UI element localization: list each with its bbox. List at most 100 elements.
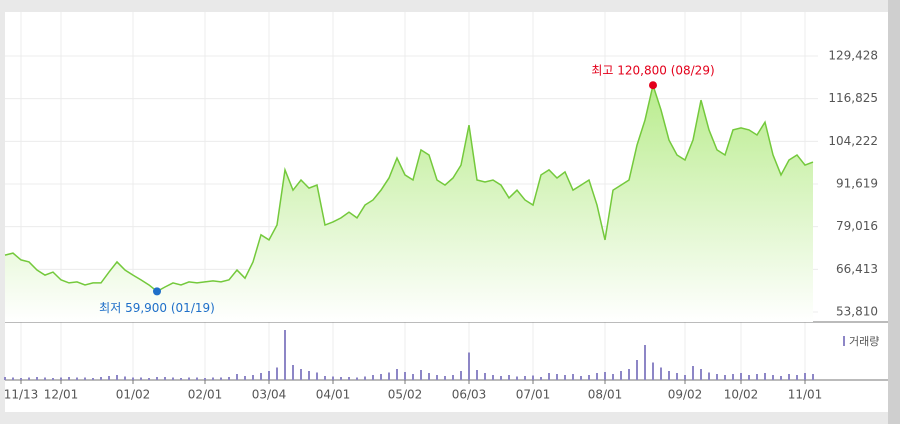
volume-bar [732, 374, 734, 380]
volume-bar [124, 376, 126, 380]
volume-bar [36, 377, 38, 380]
volume-bar [532, 375, 534, 380]
low-label: 최저 59,900 (01/19) [99, 301, 215, 315]
high-label: 최고 120,800 (08/29) [591, 64, 714, 78]
volume-bar [524, 376, 526, 380]
volume-bar [476, 370, 478, 380]
volume-bar [676, 373, 678, 380]
x-tick-label: 02/01 [188, 388, 223, 402]
y-tick-label: 79,016 [836, 219, 878, 233]
volume-bar [772, 375, 774, 380]
volume-bar [628, 369, 630, 380]
volume-bar [548, 373, 550, 380]
volume-bar [540, 377, 542, 380]
volume-bar [44, 377, 46, 380]
volume-bar [324, 376, 326, 380]
volume-bar [492, 375, 494, 380]
volume-bar [404, 372, 406, 380]
volume-bar [740, 373, 742, 380]
volume-bar [356, 377, 358, 380]
volume-bar [588, 375, 590, 380]
volume-bar [372, 375, 374, 380]
volume-bar [484, 373, 486, 380]
volume-bar [716, 374, 718, 380]
volume-bar [188, 377, 190, 380]
x-tick-label: 09/02 [668, 388, 703, 402]
x-tick-label: 11/13 [4, 388, 39, 402]
volume-bar [668, 371, 670, 380]
x-tick-label: 07/01 [516, 388, 551, 402]
volume-legend: 거래량 [849, 335, 879, 348]
volume-bar [348, 377, 350, 380]
volume-bar [268, 371, 270, 380]
volume-bar [500, 376, 502, 380]
volume-bar [516, 376, 518, 380]
volume-bar [700, 369, 702, 380]
volume-bar [108, 376, 110, 380]
volume-bar [420, 370, 422, 380]
volume-bar [452, 375, 454, 380]
volume-bar [60, 377, 62, 380]
y-tick-label: 53,810 [836, 304, 878, 318]
volume-bar [756, 374, 758, 380]
volume-bar [428, 373, 430, 380]
y-tick-label: 129,428 [828, 48, 878, 62]
volume-bar [396, 369, 398, 380]
volume-bar [652, 362, 654, 380]
y-tick-label: 91,619 [836, 176, 878, 190]
volume-bar [228, 377, 230, 380]
volume-bar [300, 369, 302, 380]
volume-bar [660, 367, 662, 380]
volume-bar [788, 374, 790, 380]
volume-bar [84, 377, 86, 380]
volume-bar [284, 330, 286, 380]
volume-bar [748, 375, 750, 380]
volume-bar [212, 377, 214, 380]
volume-bar [596, 373, 598, 380]
volume-bar [556, 374, 558, 380]
volume-bar [4, 377, 6, 380]
volume-bar [460, 371, 462, 380]
volume-bar [444, 376, 446, 380]
x-tick-label: 05/02 [388, 388, 423, 402]
volume-bar [604, 372, 606, 380]
volume-bar [116, 375, 118, 380]
volume-bar [644, 345, 646, 380]
volume-bar [28, 377, 30, 380]
volume-bar [724, 375, 726, 380]
volume-bar [68, 377, 70, 380]
volume-bar [236, 374, 238, 380]
volume-legend-swatch [843, 336, 845, 346]
y-tick-label: 66,413 [836, 262, 878, 276]
y-tick-label: 104,222 [828, 134, 878, 148]
volume-bar [252, 375, 254, 380]
volume-bar [468, 352, 470, 380]
x-tick-label: 01/02 [116, 388, 151, 402]
volume-bar [20, 378, 22, 380]
x-tick-label: 12/01 [44, 388, 79, 402]
volume-bar [276, 367, 278, 380]
volume-bar [692, 366, 694, 380]
volume-bar [380, 374, 382, 380]
volume-bar [412, 374, 414, 380]
volume-bar [796, 375, 798, 380]
volume-bar [764, 373, 766, 380]
volume-bar [508, 375, 510, 380]
x-tick-label: 03/04 [252, 388, 287, 402]
volume-bar [572, 374, 574, 380]
volume-bar [340, 377, 342, 380]
volume-bar [260, 373, 262, 380]
volume-bar [140, 377, 142, 380]
volume-bar [172, 377, 174, 380]
x-tick-label: 06/03 [452, 388, 487, 402]
volume-bar [708, 372, 710, 380]
volume-bar [12, 377, 14, 380]
x-tick-label: 11/01 [788, 388, 823, 402]
high-marker [649, 81, 657, 90]
volume-bar [580, 376, 582, 380]
x-tick-label: 04/01 [316, 388, 351, 402]
volume-bar [316, 372, 318, 380]
volume-bar [780, 376, 782, 380]
volume-bar [164, 377, 166, 380]
